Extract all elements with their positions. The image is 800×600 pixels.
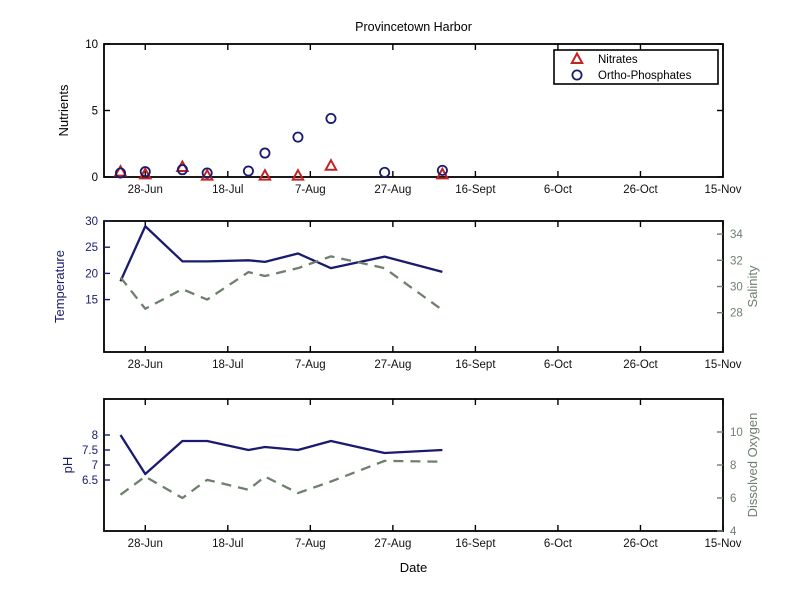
x-tick-label: 7-Aug bbox=[295, 538, 326, 550]
dissolved-oxygen-line bbox=[119, 459, 443, 500]
ortho-phosphates-marker bbox=[176, 164, 188, 176]
ph-dissolved-oxygen-panel: 28-Jun 18-Jul 7-Aug 27-Aug 16-Sept 6-Oct 26-Oc… bbox=[60, 398, 760, 575]
x-tick-label: 18-Jul bbox=[212, 538, 243, 550]
y-tick-label: 32 bbox=[730, 255, 743, 267]
y-axis-label-dissolved-oxygen: Dissolved Oxygen bbox=[745, 413, 760, 518]
nitrates-marker bbox=[138, 166, 153, 180]
x-tick-label: 15-Nov bbox=[704, 184, 741, 196]
y-axis-label-salinity: Salinity bbox=[745, 265, 760, 307]
legend-entry-label: Ortho-Phosphates bbox=[598, 70, 692, 82]
nitrates-marker bbox=[200, 168, 215, 181]
y-tick-label: 7 bbox=[92, 460, 98, 472]
legend-triangle-marker bbox=[570, 51, 584, 64]
axes-box bbox=[103, 220, 724, 353]
x-tick-label: 27-Aug bbox=[374, 359, 411, 371]
x-tick-label: 26-Oct bbox=[623, 538, 658, 550]
y-tick-label: 6 bbox=[730, 493, 736, 505]
y-axis-label-nutrients: Nutrients bbox=[56, 84, 71, 137]
x-tick-label: 16-Sept bbox=[455, 538, 496, 550]
legend: Nitrates Ortho-Phosphates bbox=[553, 49, 719, 85]
ph-line bbox=[119, 434, 443, 476]
x-tick-label: 27-Aug bbox=[374, 538, 411, 550]
x-tick-label: 6-Oct bbox=[544, 538, 573, 550]
ortho-phosphates-marker bbox=[242, 165, 254, 177]
y-tick-label: 15 bbox=[85, 295, 98, 307]
nitrates-marker bbox=[113, 164, 128, 177]
y-tick-label: 25 bbox=[85, 242, 98, 254]
y-tick-label: 5 bbox=[92, 106, 98, 118]
nitrates-marker bbox=[258, 168, 272, 181]
x-tick-label: 7-Aug bbox=[295, 184, 326, 196]
x-tick-label: 18-Jul bbox=[212, 184, 243, 196]
ortho-phosphates-marker bbox=[292, 131, 304, 143]
ortho-phosphates-marker bbox=[201, 167, 213, 179]
y-tick-label: 10 bbox=[730, 427, 743, 439]
y-axis-label-temperature: Temperature bbox=[52, 250, 67, 323]
legend-circle-marker bbox=[571, 69, 583, 81]
x-tick-label: 16-Sept bbox=[455, 184, 496, 196]
x-tick-label: 7-Aug bbox=[295, 359, 326, 371]
ortho-phosphates-marker bbox=[436, 164, 448, 176]
nutrients-panel: Provincetown Harbor 28-Jun 18-Jul 7-Aug 27-A… bbox=[56, 20, 742, 196]
nitrates-marker bbox=[324, 158, 338, 171]
x-tick-label: 6-Oct bbox=[544, 184, 573, 196]
ortho-phosphates-marker bbox=[379, 166, 391, 178]
y-tick-label: 20 bbox=[85, 268, 98, 280]
ortho-phosphates-marker bbox=[325, 112, 337, 124]
x-tick-label: 16-Sept bbox=[455, 359, 496, 371]
x-tick-label: 27-Aug bbox=[374, 184, 411, 196]
y-tick-label: 34 bbox=[730, 229, 743, 241]
x-tick-label: 26-Oct bbox=[623, 184, 658, 196]
y-tick-label: 30 bbox=[730, 282, 743, 294]
x-tick-label: 15-Nov bbox=[704, 538, 741, 550]
ortho-phosphates-marker bbox=[115, 167, 127, 179]
x-tick-label: 18-Jul bbox=[212, 359, 243, 371]
x-tick-label: 15-Nov bbox=[704, 359, 741, 371]
y-tick-label: 30 bbox=[85, 216, 98, 228]
nitrates-marker bbox=[291, 168, 305, 181]
y-axis-label-ph: pH bbox=[60, 457, 75, 474]
y-tick-label: 7.5 bbox=[82, 445, 98, 457]
chart-title: Provincetown Harbor bbox=[355, 20, 472, 34]
y-tick-label: 28 bbox=[730, 308, 743, 320]
y-tick-label: 6.5 bbox=[82, 475, 98, 487]
axes-box bbox=[103, 398, 724, 532]
y-tick-label: 4 bbox=[730, 526, 737, 538]
y-tick-label: 10 bbox=[85, 39, 98, 51]
y-tick-label: 8 bbox=[92, 430, 98, 442]
salinity-line bbox=[119, 255, 444, 312]
x-tick-label: 28-Jun bbox=[128, 184, 163, 196]
legend-entry-label: Nitrates bbox=[598, 54, 638, 66]
x-tick-label: 26-Oct bbox=[623, 359, 658, 371]
x-axis-label-date: Date bbox=[400, 560, 427, 575]
x-tick-label: 28-Jun bbox=[128, 359, 163, 371]
y-tick-label: 8 bbox=[730, 460, 736, 472]
x-tick-label: 6-Oct bbox=[544, 359, 573, 371]
ortho-phosphates-marker bbox=[139, 166, 151, 178]
temperature-line bbox=[119, 225, 443, 282]
ortho-phosphates-marker bbox=[259, 147, 271, 159]
x-tick-label: 28-Jun bbox=[128, 538, 163, 550]
y-tick-label: 0 bbox=[92, 172, 98, 184]
temperature-salinity-panel: 28-Jun 18-Jul 7-Aug 27-Aug 16-Sept 6-Oct 26-Oc… bbox=[52, 216, 760, 371]
